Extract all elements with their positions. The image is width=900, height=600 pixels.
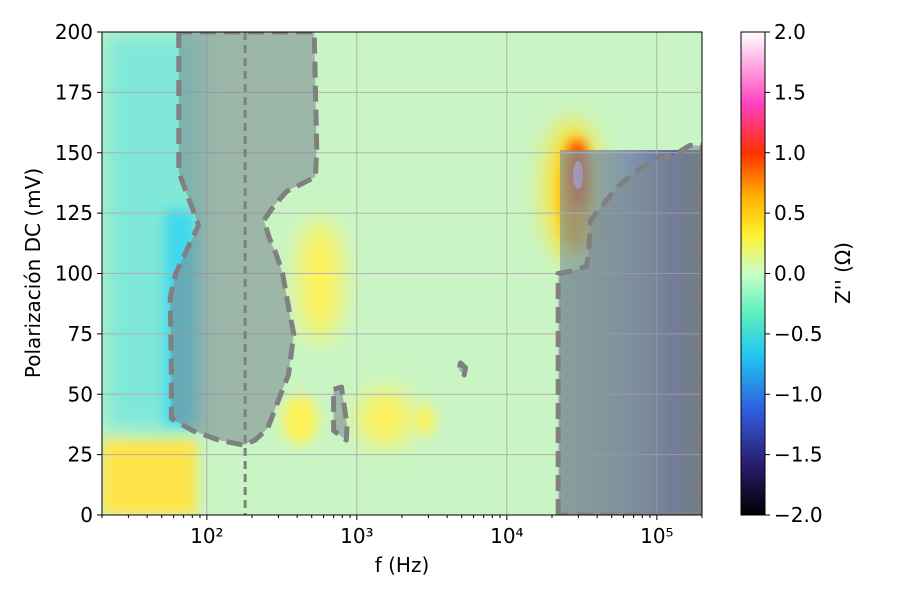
colorbar-label: Z'' (Ω) xyxy=(831,242,855,304)
y-axis-label: Polarización DC (mV) xyxy=(21,168,45,378)
x-axis-label: f (Hz) xyxy=(375,553,430,577)
colorbar: 2.0 1.5 1.0 0.5 0.0 −0.5 −1.0 −1.5 −2.0 Z'' (Ω) xyxy=(741,20,855,527)
x-axis: 10² 10³ 10⁴ 10⁵ xyxy=(102,515,702,548)
y-axis: 0 25 50 75 100 125 150 175 200 xyxy=(55,20,102,527)
colorbar-ticks: 2.0 1.5 1.0 0.5 0.0 −0.5 −1.0 −1.5 −2.0 xyxy=(765,20,823,527)
y-tick-label: 150 xyxy=(55,141,93,165)
yellow-corner xyxy=(102,440,197,515)
y-tick-label: 100 xyxy=(55,262,93,286)
yellow-blob-1 xyxy=(298,220,342,340)
yellow-blob-4 xyxy=(415,405,435,435)
y-tick-label: 0 xyxy=(80,503,93,527)
heatmap-area xyxy=(102,32,702,515)
x-tick-label: 10⁵ xyxy=(640,524,673,548)
colorbar-tick-label: −2.0 xyxy=(774,503,823,527)
colorbar-gradient xyxy=(741,32,765,515)
colorbar-tick-label: 2.0 xyxy=(774,20,806,44)
y-tick-label: 25 xyxy=(68,443,93,467)
x-tick-label: 10² xyxy=(190,524,223,548)
y-tick-label: 175 xyxy=(55,80,93,104)
colorbar-tick-label: 0.0 xyxy=(774,262,806,286)
colorbar-tick-label: −1.0 xyxy=(774,382,823,406)
y-tick-label: 75 xyxy=(68,322,93,346)
colorbar-tick-label: 1.5 xyxy=(774,80,806,104)
colorbar-tick-label: −0.5 xyxy=(774,322,823,346)
colorbar-tick-label: −1.5 xyxy=(774,443,823,467)
y-tick-label: 50 xyxy=(68,382,93,406)
yellow-blob-3 xyxy=(357,390,413,446)
colorbar-tick-label: 0.5 xyxy=(774,201,806,225)
x-tick-label: 10³ xyxy=(340,524,373,548)
y-tick-label: 125 xyxy=(55,201,93,225)
yellow-blob-2 xyxy=(282,395,318,445)
x-tick-label: 10⁴ xyxy=(490,524,523,548)
y-tick-label: 200 xyxy=(55,20,93,44)
colorbar-tick-label: 1.0 xyxy=(774,141,806,165)
